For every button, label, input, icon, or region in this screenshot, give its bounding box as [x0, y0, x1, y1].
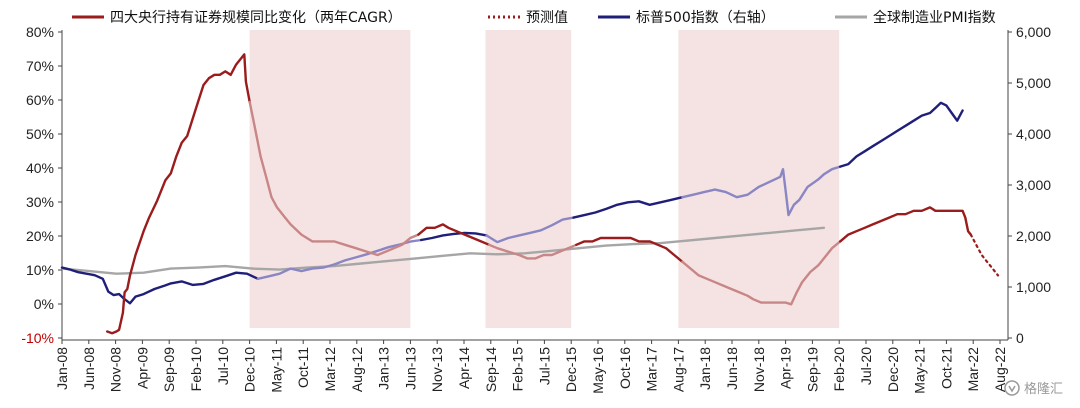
x-tick-label: Aug-12	[349, 347, 365, 392]
x-tick-label: Mar-22	[965, 347, 981, 392]
series-line-1-segment-1	[106, 53, 251, 335]
x-tick-label: May-16	[590, 347, 606, 394]
x-tick-label: Sep-14	[483, 347, 499, 392]
x-tick-label: Dec-15	[563, 347, 579, 392]
x-tick-label: Jul-15	[536, 347, 552, 385]
series-line-1-segment-2	[248, 100, 420, 257]
series-line-3-segment-7	[839, 101, 964, 168]
x-tick-label: Nov-13	[429, 347, 445, 392]
y-right-tick-label: 6,000	[1016, 24, 1051, 40]
x-tick-label: Jun-13	[402, 347, 418, 390]
x-tick-label: Jan-18	[697, 347, 713, 390]
y-right-tick-label: 5,000	[1016, 75, 1051, 91]
y-left-tick-label: 50%	[26, 126, 54, 142]
y-left-tick-label: 20%	[26, 228, 54, 244]
x-tick-label: Mar-17	[644, 347, 660, 392]
y-left-tick-label: 30%	[26, 194, 54, 210]
x-tick-label: Feb-10	[188, 347, 204, 392]
y-left-tick-label: -10%	[21, 330, 54, 346]
x-tick-label: Jun-18	[724, 347, 740, 390]
series-line-1-segment-6	[681, 240, 842, 306]
shaded-period-2	[485, 30, 572, 328]
series-line-4-segment-6	[686, 226, 826, 242]
series-line-3-segment-3	[420, 231, 488, 242]
watermark: 格隆汇	[1004, 380, 1063, 397]
legend-label-1: 四大央行持有证券规模同比变化（两年CAGR）	[110, 10, 402, 26]
series-line-1-segment-4	[488, 243, 578, 260]
y-left-tick-label: 0%	[34, 296, 54, 312]
y-left-tick-label: 70%	[26, 58, 54, 74]
series-line-4-segment-2	[251, 257, 417, 271]
watermark-logo	[1004, 380, 1020, 396]
series-line-3-segment-1	[60, 266, 260, 305]
y-right-tick-label: 1,000	[1016, 279, 1051, 295]
x-tick-label: Oct-16	[617, 347, 633, 389]
x-tick-label: Feb-20	[831, 347, 847, 392]
series-line-2-segment-1	[969, 233, 1000, 277]
x-tick-label: Jul-10	[215, 347, 231, 385]
y-left-tick-label: 40%	[26, 160, 54, 176]
series-line-1-segment-7	[839, 206, 972, 243]
y-left-tick-label: 60%	[26, 92, 54, 108]
x-tick-label: Dec-20	[885, 347, 901, 392]
x-tick-label: Sep-09	[161, 347, 177, 392]
y-left-tick-label: 80%	[26, 24, 54, 40]
series-line-1-segment-5	[575, 236, 684, 263]
series-line-1-segment-3	[417, 223, 491, 246]
series-line-3-segment-6	[681, 165, 842, 217]
watermark-text: 格隆汇	[1024, 381, 1063, 397]
legend-label-4: 全球制造业PMI指数	[873, 9, 996, 26]
x-tick-label: Nov-08	[108, 347, 124, 392]
x-tick-label: Apr-19	[778, 347, 794, 389]
series-line-3-segment-2	[256, 238, 423, 280]
x-tick-label: Oct-11	[295, 347, 311, 388]
x-tick-label: Jul-20	[858, 347, 874, 385]
legend: 四大央行持有证券规模同比变化（两年CAGR） 预测值 标普500指数（右轴） 全球制造…	[72, 9, 996, 26]
x-tick-label: Apr-14	[456, 347, 472, 389]
shaded-period-3	[678, 30, 840, 328]
x-tick-label: Apr-09	[134, 347, 150, 389]
y-right-tick-label: 2,000	[1016, 228, 1051, 244]
series-line-3-segment-4	[485, 216, 575, 244]
x-tick-label: Jan-13	[376, 347, 392, 390]
axes: 80% 70% 60% 50% 40% 30% 20% 10% 0% -10% 6,000 5,000…	[21, 24, 1051, 394]
series-lines	[60, 53, 1000, 335]
shaded-period-1	[249, 30, 411, 328]
y-right-tick-label: 4,000	[1016, 126, 1051, 142]
y-right-tick-label: 3,000	[1016, 177, 1051, 193]
x-tick-label: Mar-12	[322, 347, 338, 392]
x-tick-label: Aug-22	[992, 347, 1008, 392]
shaded-periods	[249, 30, 840, 328]
legend-label-2: 预测值	[526, 10, 568, 26]
x-tick-label: Feb-15	[510, 347, 526, 392]
series-line-3-segment-5	[572, 196, 684, 219]
series-line-4-segment-5	[577, 239, 689, 250]
y-right-tick-label: 0	[1016, 330, 1024, 346]
series-line-4-segment-1	[60, 264, 254, 275]
legend-label-3: 标普500指数（右轴）	[636, 10, 775, 26]
x-tick-label: Nov-18	[751, 347, 767, 392]
x-tick-label: May-21	[912, 347, 928, 394]
x-tick-label: Sep-19	[804, 347, 820, 392]
x-tick-label: Jun-08	[81, 347, 97, 390]
x-tick-label: May-11	[268, 347, 284, 393]
y-left-tick-label: 10%	[26, 262, 54, 278]
x-tick-label: Jan-08	[54, 347, 70, 390]
x-tick-label: Dec-10	[242, 347, 258, 392]
series-line-4-segment-3	[414, 252, 499, 260]
x-tick-label: Oct-21	[938, 347, 954, 389]
x-tick-label: Aug-17	[670, 347, 686, 392]
